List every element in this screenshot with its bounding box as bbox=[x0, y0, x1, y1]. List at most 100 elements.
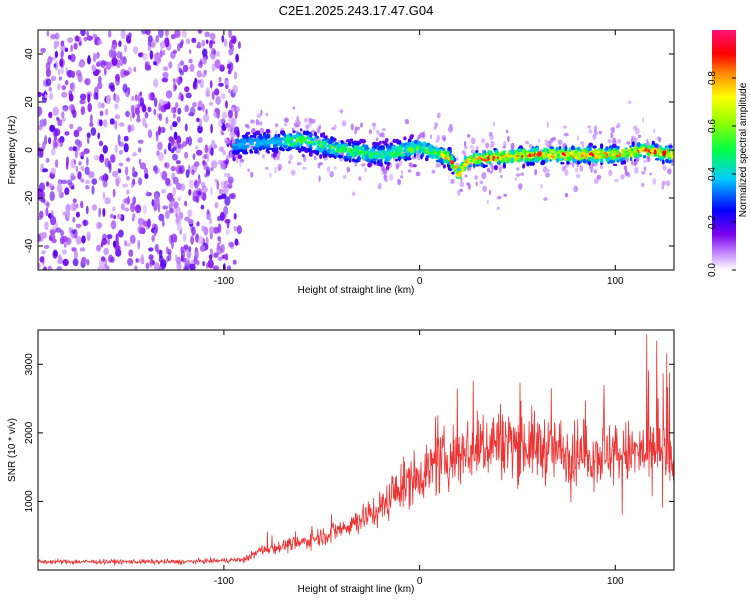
noise-blob bbox=[46, 202, 50, 208]
noise-blob bbox=[157, 141, 163, 151]
noise-blob bbox=[212, 265, 219, 270]
noise-blob bbox=[43, 244, 50, 249]
ridge-cell bbox=[483, 150, 487, 155]
ridge-cell bbox=[537, 151, 542, 157]
ridge-cell bbox=[639, 153, 643, 157]
ridge-cell bbox=[587, 155, 592, 158]
ridge-cell bbox=[323, 135, 328, 139]
ridge-cell bbox=[328, 153, 333, 159]
ridge-cell bbox=[351, 152, 356, 157]
noise-blob bbox=[85, 179, 91, 185]
noise-blob bbox=[98, 207, 101, 218]
ridge-cell bbox=[611, 159, 616, 164]
ridge-cell bbox=[425, 149, 429, 154]
noise-blob bbox=[115, 73, 120, 82]
halo-blob bbox=[408, 162, 413, 167]
halo-blob bbox=[592, 133, 597, 140]
halo-blob bbox=[224, 172, 228, 178]
ridge-cell bbox=[322, 144, 327, 148]
ridge-cell bbox=[319, 153, 323, 160]
colorbar: 0.0 0.2 0.4 0.6 0.8 Normalized spectral ampl… bbox=[707, 30, 749, 277]
ridge-cell bbox=[425, 155, 429, 159]
noise-blob bbox=[226, 265, 232, 270]
halo-blob bbox=[534, 168, 538, 176]
noise-blob bbox=[39, 210, 44, 219]
halo-blob bbox=[667, 168, 672, 175]
ridge-cell bbox=[636, 151, 639, 158]
noise-blob bbox=[181, 250, 185, 260]
halo-blob bbox=[395, 163, 400, 170]
y-tick-label: 0 bbox=[24, 147, 35, 153]
ridge-cell bbox=[500, 152, 506, 156]
halo-blob bbox=[450, 178, 455, 184]
halo-blob bbox=[496, 206, 500, 210]
ridge-cell bbox=[668, 145, 673, 149]
noise-blob bbox=[236, 225, 242, 235]
noise-blob bbox=[49, 191, 55, 202]
noise-blob bbox=[110, 43, 117, 50]
ridge-cell bbox=[237, 151, 240, 154]
noise-blob bbox=[236, 130, 240, 138]
halo-blob bbox=[364, 167, 367, 173]
noise-blob bbox=[96, 221, 102, 230]
halo-blob bbox=[610, 127, 615, 132]
ridge-cell bbox=[625, 154, 628, 158]
halo-blob bbox=[337, 139, 341, 144]
ridge-cell bbox=[390, 151, 395, 157]
noise-blob bbox=[69, 203, 75, 212]
noise-blob bbox=[151, 235, 155, 242]
ridge-cell bbox=[313, 137, 317, 140]
ridge-cell bbox=[570, 145, 575, 151]
ridge-cell bbox=[380, 147, 386, 150]
ridge-cell bbox=[411, 140, 415, 146]
snr-panel: -100 0 100 1000 2000 3000 Height of straight … bbox=[7, 329, 675, 595]
noise-blob bbox=[67, 37, 74, 43]
noise-blob bbox=[202, 186, 208, 193]
noise-blob bbox=[50, 209, 54, 216]
halo-blob bbox=[514, 176, 518, 182]
noise-blob bbox=[114, 120, 118, 130]
noise-blob bbox=[147, 106, 152, 113]
halo-blob bbox=[607, 139, 612, 144]
ridge-cell bbox=[564, 145, 568, 152]
noise-blob bbox=[131, 95, 135, 101]
spectrogram-panel: -100 0 100 -40 -20 0 20 40 Height of straight l… bbox=[7, 29, 675, 296]
ridge-cell bbox=[603, 152, 608, 155]
noise-blob bbox=[39, 256, 45, 263]
noise-blob bbox=[61, 117, 66, 122]
ridge-cell bbox=[517, 148, 523, 153]
noise-blob bbox=[60, 44, 66, 52]
ridge-cell bbox=[493, 147, 497, 151]
snr-ylabel: SNR (10 * v/v) bbox=[7, 418, 18, 482]
noise-blob bbox=[173, 201, 179, 209]
noise-blob bbox=[83, 36, 88, 42]
ridge-cell bbox=[372, 141, 377, 147]
noise-blob bbox=[165, 30, 169, 37]
noise-blob bbox=[185, 136, 190, 145]
noise-blob bbox=[48, 183, 53, 189]
noise-blob bbox=[210, 123, 213, 134]
y-tick-label: 3000 bbox=[24, 353, 35, 376]
noise-blob bbox=[71, 232, 75, 239]
noise-blob bbox=[42, 197, 46, 203]
ridge-cell bbox=[380, 154, 385, 160]
noise-blob bbox=[72, 216, 76, 223]
x-tick-label: -100 bbox=[214, 576, 234, 587]
noise-blob bbox=[72, 198, 77, 203]
noise-blob bbox=[118, 149, 123, 155]
halo-blob bbox=[431, 169, 436, 174]
halo-blob bbox=[317, 162, 321, 169]
noise-blob bbox=[158, 113, 163, 121]
ridge-cell bbox=[326, 144, 331, 148]
ridge-cell bbox=[279, 137, 284, 141]
noise-blob bbox=[80, 165, 85, 172]
halo-blob bbox=[525, 140, 530, 145]
noise-blob bbox=[42, 141, 46, 150]
ridge-cell bbox=[262, 146, 266, 150]
ridge-cell bbox=[309, 149, 313, 153]
noise-blob bbox=[68, 93, 74, 102]
ridge-cell bbox=[665, 158, 669, 163]
halo-blob bbox=[318, 124, 322, 130]
noise-blob bbox=[232, 259, 237, 265]
ridge-cell bbox=[638, 148, 642, 152]
